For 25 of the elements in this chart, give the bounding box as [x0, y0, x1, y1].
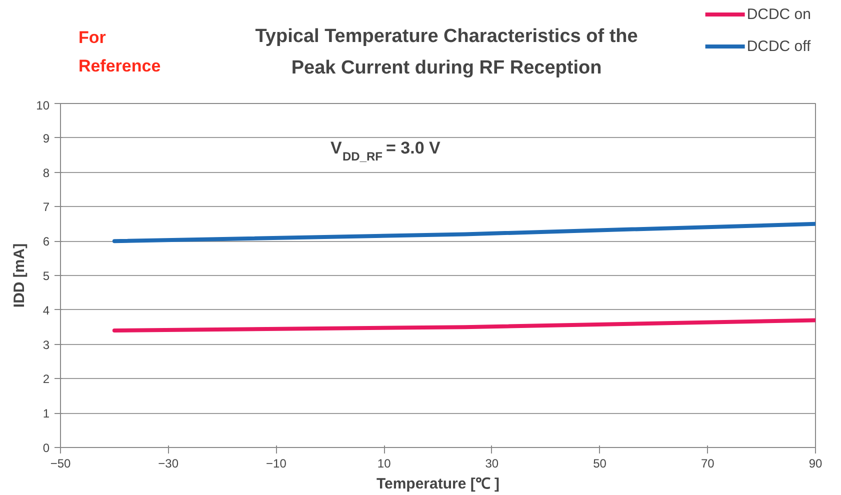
y-axis-title: IDD [mA]	[11, 243, 28, 308]
y-tick-label: 4	[42, 303, 50, 318]
x-tick-label: 30	[485, 456, 499, 470]
y-tick-label: 0	[42, 441, 50, 455]
x-tick-label: −50	[50, 456, 72, 470]
chart-title: Typical Temperature Characteristics of the Peak Current during RF Reception	[255, 26, 638, 78]
x-tick-label: −30	[158, 456, 179, 470]
x-axis-title: Temperature [℃ ]	[376, 476, 500, 492]
x-tick-label: −10	[266, 456, 287, 470]
y-tick-label: 1	[42, 406, 50, 421]
y-tick-label: 10	[36, 98, 50, 112]
y-tick-label: 8	[42, 166, 50, 180]
legend-label: DCDC on	[746, 6, 811, 22]
y-tick-label: 6	[42, 234, 50, 249]
y-tick-label: 5	[42, 269, 50, 283]
y-tick-label: 7	[42, 200, 50, 214]
text: For Reference	[78, 28, 161, 76]
y-tick-label: 2	[42, 372, 50, 386]
y-tick-label: 3	[42, 338, 50, 352]
x-tick-label: 70	[700, 456, 715, 470]
x-tick-label: 90	[808, 456, 822, 470]
legend-label: DCDC off	[746, 38, 811, 54]
y-tick-label: 9	[42, 131, 50, 146]
x-tick-label: 50	[593, 456, 607, 470]
x-tick-label: 10	[377, 456, 392, 470]
